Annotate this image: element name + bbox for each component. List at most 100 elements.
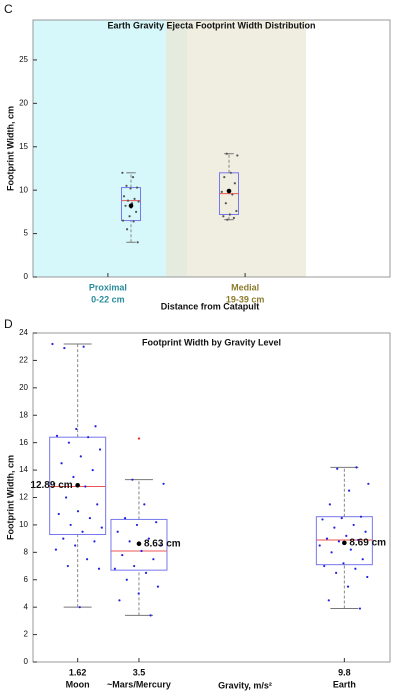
data-point xyxy=(149,614,152,617)
data-point xyxy=(118,599,121,602)
data-point xyxy=(366,575,369,579)
x-tick-sublabel: Earth xyxy=(333,679,356,689)
y-tick-label: 18 xyxy=(19,410,28,419)
mean-label: 8.69 cm xyxy=(349,538,386,549)
data-point xyxy=(132,220,135,223)
x-tick-label: 3.5 xyxy=(133,667,146,677)
data-point xyxy=(125,578,128,581)
data-point xyxy=(125,184,128,187)
y-tick-label: 5 xyxy=(24,229,29,238)
data-point xyxy=(116,530,119,533)
data-point xyxy=(231,193,234,196)
data-point xyxy=(94,425,97,428)
data-point xyxy=(147,537,150,540)
data-point xyxy=(333,526,336,529)
data-point xyxy=(62,537,65,540)
data-point xyxy=(123,516,127,520)
data-point xyxy=(121,553,124,557)
data-point xyxy=(159,544,162,547)
data-point xyxy=(233,182,236,185)
data-point xyxy=(346,585,350,588)
box xyxy=(315,516,373,566)
data-point xyxy=(318,544,321,547)
data-point xyxy=(352,523,355,527)
mean-label: 8.63 cm xyxy=(144,538,181,549)
chart-title: Earth Gravity Ejecta Footprint Width Dis… xyxy=(108,20,316,30)
data-point xyxy=(155,521,158,524)
data-point xyxy=(359,515,363,518)
data-point xyxy=(122,195,126,198)
data-point xyxy=(96,503,99,506)
chart-title: Footprint Width by Gravity Level xyxy=(142,337,281,347)
data-point xyxy=(144,571,148,574)
data-point xyxy=(152,558,155,561)
x-tick-sublabel: 19-39 cm xyxy=(226,294,265,304)
x-tick-sublabel: 0-22 cm xyxy=(91,294,125,304)
data-point xyxy=(364,530,367,533)
y-tick-label: 10 xyxy=(19,520,28,529)
data-point xyxy=(125,228,129,231)
data-point xyxy=(229,171,232,174)
mean xyxy=(342,540,347,546)
data-point xyxy=(349,548,352,551)
data-point xyxy=(340,516,343,520)
y-tick-label: 0 xyxy=(24,272,29,281)
data-point xyxy=(63,346,66,350)
y-tick-label: 14 xyxy=(19,465,28,474)
data-point xyxy=(75,427,78,431)
data-point xyxy=(82,345,85,348)
x-tick-label: Medial xyxy=(231,282,259,292)
y-tick-label: 20 xyxy=(19,98,28,107)
data-point xyxy=(129,187,132,190)
band xyxy=(33,20,187,277)
data-point xyxy=(131,176,135,179)
box xyxy=(110,518,168,571)
data-point xyxy=(51,342,54,346)
panel-letter: C xyxy=(4,2,13,16)
y-tick-label: 12 xyxy=(19,493,28,502)
data-point xyxy=(232,216,235,220)
data-point xyxy=(124,204,127,207)
x-axis-label: Distance from Catapult xyxy=(161,301,260,311)
data-point xyxy=(137,592,140,595)
y-tick-label: 4 xyxy=(24,602,29,611)
data-point xyxy=(133,564,136,568)
data-point xyxy=(354,567,357,570)
data-point xyxy=(53,482,56,485)
data-point xyxy=(69,523,72,527)
y-tick-label: 22 xyxy=(19,356,28,365)
panel-letter: D xyxy=(4,317,13,331)
band xyxy=(166,20,306,277)
data-point xyxy=(226,218,229,221)
y-tick-label: 20 xyxy=(19,383,28,392)
data-point xyxy=(91,468,94,472)
data-point xyxy=(336,467,339,470)
data-point xyxy=(67,441,71,444)
data-point xyxy=(60,462,63,465)
y-tick-label: 24 xyxy=(19,328,28,337)
data-point xyxy=(79,455,82,458)
mean-label: 12.89 cm xyxy=(30,480,72,491)
data-point xyxy=(345,534,348,537)
data-point xyxy=(330,551,333,554)
y-tick-label: 15 xyxy=(19,142,28,151)
data-point xyxy=(136,241,139,244)
data-point xyxy=(128,540,131,543)
data-point xyxy=(342,562,345,565)
data-point xyxy=(225,152,228,155)
data-point xyxy=(328,503,331,506)
x-tick-label: Proximal xyxy=(89,282,127,292)
data-point xyxy=(55,434,59,437)
data-point xyxy=(156,585,160,588)
data-point xyxy=(84,485,87,488)
data-point xyxy=(220,190,223,194)
data-point xyxy=(126,199,130,202)
data-point xyxy=(64,496,68,499)
data-point xyxy=(137,200,140,203)
data-point xyxy=(135,523,139,527)
outlier xyxy=(137,437,141,440)
data-point xyxy=(97,567,101,570)
data-point xyxy=(131,478,134,481)
y-axis-label: Footprint Width, cm xyxy=(5,455,15,540)
y-tick-label: 6 xyxy=(24,575,29,584)
